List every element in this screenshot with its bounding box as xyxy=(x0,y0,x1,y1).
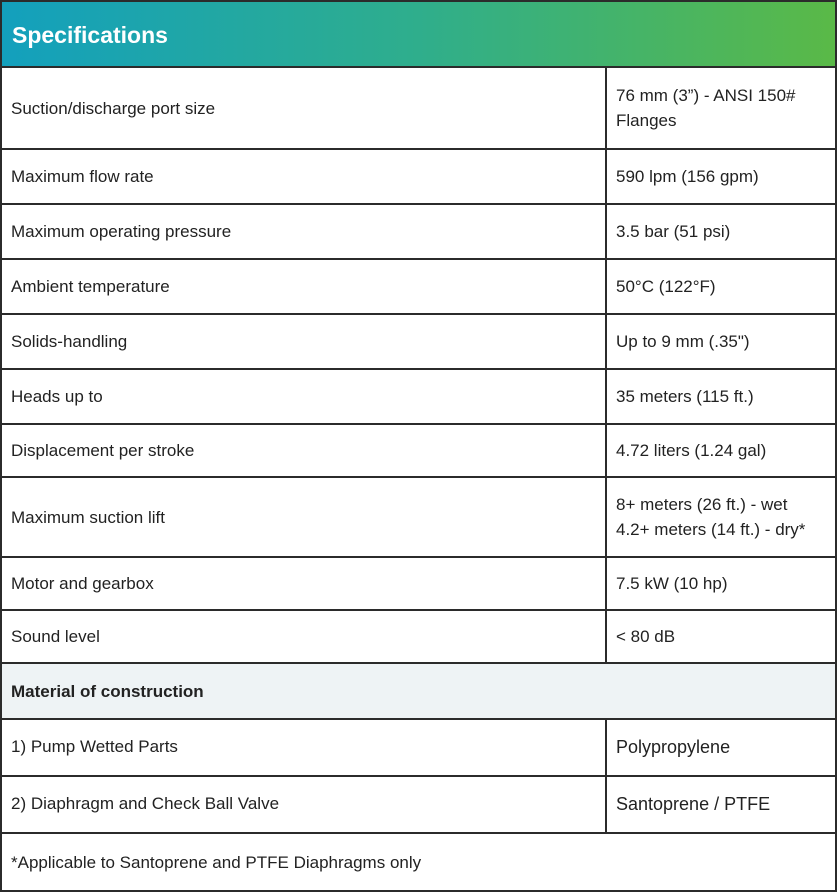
value-line: 8+ meters (26 ft.) - wet xyxy=(616,495,788,514)
spec-value: 35 meters (115 ft.) xyxy=(605,370,835,423)
value-line: 35 meters (115 ft.) xyxy=(616,387,754,406)
table-row: 1) Pump Wetted Parts Polypropylene xyxy=(0,720,837,777)
spec-label: Maximum suction lift xyxy=(11,507,165,527)
value-line: 590 lpm (156 gpm) xyxy=(616,167,759,186)
material-label: 2) Diaphragm and Check Ball Valve xyxy=(11,794,280,813)
spec-value: 4.72 liters (1.24 gal) xyxy=(605,425,835,476)
table-row: 2) Diaphragm and Check Ball Valve Santopr… xyxy=(0,777,837,834)
spec-label: Sound level xyxy=(11,627,100,646)
section-title: Material of construction xyxy=(11,681,204,701)
spec-value: 76 mm (3”) - ANSI 150# Flanges xyxy=(605,68,835,148)
spec-label: Maximum flow rate xyxy=(11,167,154,186)
spec-label: Displacement per stroke xyxy=(11,441,195,460)
table-row: Motor and gearbox 7.5 kW (10 hp) xyxy=(0,558,837,611)
value-line: Up to 9 mm (.35") xyxy=(616,332,750,351)
value-line: 3.5 bar (51 psi) xyxy=(616,222,731,241)
table-row: Suction/discharge port size 76 mm (3”) - … xyxy=(0,68,837,150)
spec-label: Heads up to xyxy=(11,387,103,406)
value-line: < 80 dB xyxy=(616,627,676,646)
material-value: Polypropylene xyxy=(605,720,835,775)
spec-value: Up to 9 mm (.35") xyxy=(605,315,835,368)
spec-label: Maximum operating pressure xyxy=(11,222,232,241)
spec-label: Ambient temperature xyxy=(11,277,170,296)
spec-value: 7.5 kW (10 hp) xyxy=(605,558,835,609)
value-line: 50°C (122°F) xyxy=(616,277,716,296)
spec-value: < 80 dB xyxy=(605,611,835,662)
value-line: 7.5 kW (10 hp) xyxy=(616,574,728,593)
spec-value: 50°C (122°F) xyxy=(605,260,835,313)
value-line: Flanges xyxy=(616,111,677,130)
material-label: 1) Pump Wetted Parts xyxy=(11,737,178,756)
spec-value: 8+ meters (26 ft.) - wet 4.2+ meters (14 … xyxy=(605,478,835,556)
table-row: Maximum flow rate 590 lpm (156 gpm) xyxy=(0,150,837,205)
table-row: Material of construction xyxy=(0,664,837,720)
value-line: 76 mm (3”) - ANSI 150# xyxy=(616,86,796,105)
table-row: Displacement per stroke 4.72 liters (1.24… xyxy=(0,425,837,478)
table-row: Heads up to 35 meters (115 ft.) xyxy=(0,370,837,425)
material-value: Santoprene / PTFE xyxy=(605,777,835,832)
spec-label: Suction/discharge port size xyxy=(11,98,216,118)
table-row: Maximum operating pressure 3.5 bar (51 ps… xyxy=(0,205,837,260)
spec-label: Solids-handling xyxy=(11,332,128,351)
spec-value: 590 lpm (156 gpm) xyxy=(605,150,835,203)
table-row: Ambient temperature 50°C (122°F) xyxy=(0,260,837,315)
spec-label: Motor and gearbox xyxy=(11,574,154,593)
value-line: 4.2+ meters (14 ft.) - dry* xyxy=(616,520,806,539)
table-row: *Applicable to Santoprene and PTFE Diaph… xyxy=(0,834,837,892)
spec-value: 3.5 bar (51 psi) xyxy=(605,205,835,258)
header: Specifications xyxy=(0,0,837,68)
table-row: Solids-handling Up to 9 mm (.35") xyxy=(0,315,837,370)
table-row: Sound level < 80 dB xyxy=(0,611,837,664)
table-row: Maximum suction lift 8+ meters (26 ft.) -… xyxy=(0,478,837,558)
header-title: Specifications xyxy=(12,22,168,48)
footnote: *Applicable to Santoprene and PTFE Diaph… xyxy=(11,852,422,872)
value-line: 4.72 liters (1.24 gal) xyxy=(616,441,767,460)
